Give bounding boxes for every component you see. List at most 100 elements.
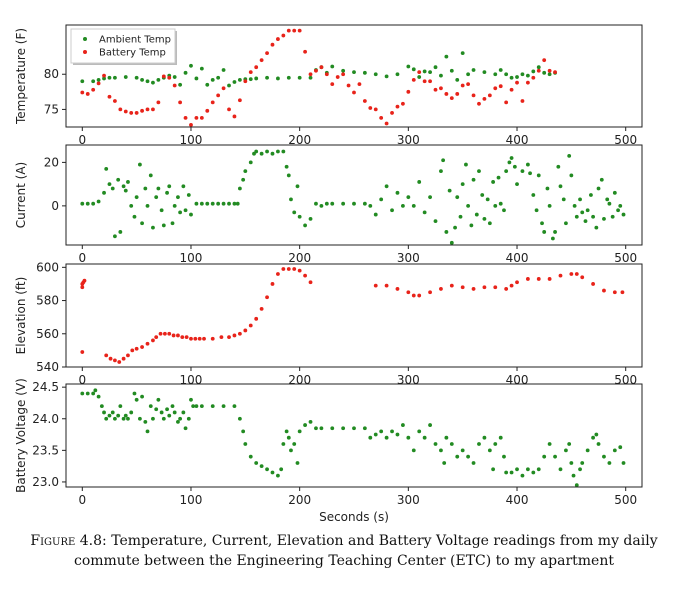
- data-point: [286, 435, 291, 440]
- data-point: [113, 99, 117, 103]
- data-point: [444, 435, 449, 440]
- data-point: [176, 333, 180, 338]
- data-point: [547, 442, 552, 446]
- data-point: [411, 293, 416, 298]
- data-point: [482, 285, 487, 290]
- data-point: [134, 111, 139, 115]
- data-point: [507, 160, 512, 165]
- data-point: [194, 404, 199, 409]
- data-point: [308, 280, 313, 285]
- data-point: [330, 201, 335, 206]
- data-point: [113, 234, 117, 239]
- data-point: [373, 212, 378, 217]
- data-point: [520, 473, 525, 478]
- data-point: [104, 167, 109, 171]
- data-point: [547, 277, 552, 281]
- data-point: [295, 184, 300, 189]
- data-point: [254, 76, 259, 81]
- data-point: [314, 426, 318, 431]
- data-point: [558, 184, 563, 189]
- data-point: [480, 193, 485, 197]
- data-point: [460, 51, 465, 56]
- data-point: [102, 410, 106, 415]
- data-point: [531, 470, 536, 475]
- data-point: [85, 201, 90, 206]
- data-point: [504, 169, 509, 173]
- data-point: [248, 160, 253, 165]
- data-point: [154, 335, 159, 339]
- data-point: [243, 79, 248, 84]
- data-point: [113, 416, 117, 421]
- data-point: [183, 426, 188, 431]
- figure-caption-text: Temperature, Current, Elevation and Batt…: [73, 533, 658, 569]
- data-point: [297, 28, 302, 33]
- data-point: [390, 208, 394, 213]
- data-point: [477, 169, 481, 173]
- data-point: [477, 442, 481, 446]
- data-point: [417, 70, 422, 75]
- data-point: [123, 75, 128, 79]
- series-4-1: [80, 388, 626, 487]
- data-point: [474, 212, 479, 217]
- data-point: [259, 464, 264, 469]
- data-point: [471, 177, 476, 182]
- data-point: [401, 423, 405, 427]
- data-point: [161, 416, 166, 421]
- data-point: [553, 454, 557, 459]
- data-point: [428, 195, 432, 200]
- data-point: [352, 90, 356, 95]
- data-point: [449, 240, 454, 245]
- data-point: [444, 92, 449, 96]
- data-point: [379, 115, 384, 120]
- data-point: [140, 108, 144, 113]
- data-point: [176, 420, 180, 424]
- data-point: [259, 58, 264, 63]
- data-point: [441, 158, 446, 163]
- data-point: [159, 410, 164, 415]
- data-point: [439, 169, 443, 173]
- data-point: [159, 208, 164, 213]
- data-point: [161, 74, 166, 79]
- data-point: [471, 461, 476, 465]
- data-point: [417, 75, 422, 79]
- x-tick-label: 100: [180, 133, 203, 147]
- data-point: [621, 212, 626, 217]
- data-point: [395, 104, 400, 109]
- data-point: [143, 420, 148, 424]
- data-point: [303, 273, 307, 278]
- data-point: [286, 28, 291, 33]
- x-tick-label: 400: [506, 493, 529, 507]
- data-point: [254, 65, 259, 70]
- data-point: [335, 75, 340, 79]
- data-point: [145, 79, 150, 84]
- data-point: [455, 77, 460, 82]
- data-point: [143, 186, 148, 191]
- data-point: [308, 72, 313, 77]
- data-point: [607, 461, 612, 465]
- data-point: [547, 68, 552, 73]
- data-point: [210, 100, 215, 105]
- data-point: [545, 186, 550, 191]
- data-point: [314, 68, 318, 73]
- data-point: [455, 454, 460, 459]
- data-point: [384, 435, 389, 440]
- data-point: [227, 83, 231, 88]
- data-point: [145, 341, 150, 346]
- data-point: [491, 180, 496, 184]
- data-point: [96, 199, 101, 204]
- data-point: [96, 394, 101, 399]
- data-point: [482, 96, 487, 101]
- data-point: [99, 404, 104, 409]
- data-point: [205, 82, 210, 87]
- data-point: [297, 268, 302, 273]
- data-point: [491, 467, 496, 472]
- data-point: [547, 72, 552, 77]
- data-point: [199, 201, 204, 206]
- data-point: [151, 107, 155, 112]
- data-point: [189, 336, 193, 341]
- data-point: [132, 391, 137, 396]
- data-point: [487, 221, 492, 226]
- data-point: [232, 80, 237, 84]
- data-point: [221, 86, 226, 91]
- data-point: [107, 75, 112, 80]
